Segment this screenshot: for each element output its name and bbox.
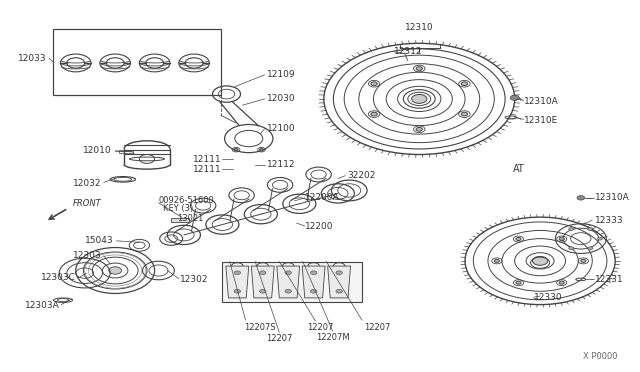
Circle shape	[285, 271, 291, 275]
Text: X P0000: X P0000	[583, 352, 618, 361]
Text: 12310: 12310	[405, 23, 433, 32]
Text: 12111: 12111	[193, 155, 222, 164]
Polygon shape	[252, 266, 274, 298]
Text: 12030: 12030	[267, 94, 295, 103]
Text: 12207: 12207	[266, 334, 292, 343]
Text: 12303: 12303	[72, 251, 101, 260]
Circle shape	[109, 267, 122, 274]
Text: KEY (3): KEY (3)	[163, 205, 193, 214]
Text: 12310A: 12310A	[524, 97, 558, 106]
Text: 12303C: 12303C	[41, 273, 76, 282]
Text: 12207M: 12207M	[316, 333, 349, 342]
Circle shape	[416, 128, 422, 131]
Circle shape	[371, 112, 377, 116]
Text: 12330: 12330	[534, 294, 563, 302]
Text: 12200: 12200	[305, 221, 333, 231]
Text: 12200A: 12200A	[305, 193, 339, 202]
Polygon shape	[302, 266, 325, 298]
Text: AT: AT	[513, 164, 525, 174]
Text: 15043: 15043	[85, 236, 114, 246]
Circle shape	[310, 289, 317, 293]
Circle shape	[588, 247, 593, 250]
Circle shape	[371, 82, 377, 86]
Text: 12033: 12033	[18, 54, 47, 62]
Text: 12010: 12010	[83, 146, 112, 155]
Circle shape	[234, 289, 241, 293]
Text: 12207: 12207	[307, 323, 333, 332]
Circle shape	[461, 112, 468, 116]
Text: 12032: 12032	[73, 179, 101, 187]
Circle shape	[597, 237, 602, 240]
Circle shape	[516, 281, 521, 284]
Polygon shape	[328, 266, 351, 298]
Text: 12207S: 12207S	[244, 323, 275, 332]
Circle shape	[336, 271, 342, 275]
Circle shape	[285, 289, 291, 293]
Circle shape	[494, 259, 499, 262]
Circle shape	[516, 238, 521, 241]
Text: 12310A: 12310A	[595, 193, 630, 202]
Text: 12100: 12100	[267, 124, 295, 133]
Circle shape	[588, 228, 593, 231]
Bar	[53, 29, 221, 95]
Circle shape	[336, 289, 342, 293]
Text: 32202: 32202	[348, 171, 376, 180]
Circle shape	[260, 271, 266, 275]
Circle shape	[559, 238, 564, 241]
Text: 00926-51600: 00926-51600	[159, 196, 214, 205]
Circle shape	[581, 259, 586, 262]
Text: 12310E: 12310E	[524, 116, 558, 125]
Polygon shape	[276, 266, 300, 298]
Bar	[222, 262, 362, 302]
Polygon shape	[226, 266, 249, 298]
Circle shape	[310, 271, 317, 275]
Text: 12333: 12333	[595, 216, 624, 225]
Circle shape	[577, 196, 584, 200]
Circle shape	[412, 94, 427, 103]
Circle shape	[234, 271, 241, 275]
Text: 12109: 12109	[267, 70, 295, 79]
Bar	[119, 150, 133, 153]
Bar	[171, 218, 189, 222]
Circle shape	[510, 95, 519, 100]
Circle shape	[416, 67, 422, 70]
Circle shape	[569, 228, 574, 231]
Text: 12302: 12302	[180, 275, 209, 284]
Circle shape	[260, 289, 266, 293]
Circle shape	[569, 247, 574, 250]
Text: 12312: 12312	[394, 47, 422, 56]
Text: 12112: 12112	[267, 160, 295, 169]
Text: FRONT: FRONT	[72, 199, 101, 208]
Circle shape	[461, 82, 468, 86]
Circle shape	[559, 237, 564, 240]
Text: 12111: 12111	[193, 165, 222, 174]
Text: 12331: 12331	[595, 275, 624, 284]
Circle shape	[260, 148, 264, 151]
Circle shape	[559, 281, 564, 284]
Text: 13021: 13021	[177, 214, 204, 223]
Text: 12207: 12207	[365, 323, 391, 332]
Circle shape	[234, 148, 238, 151]
Text: 12303A: 12303A	[24, 301, 60, 310]
Circle shape	[532, 256, 548, 265]
